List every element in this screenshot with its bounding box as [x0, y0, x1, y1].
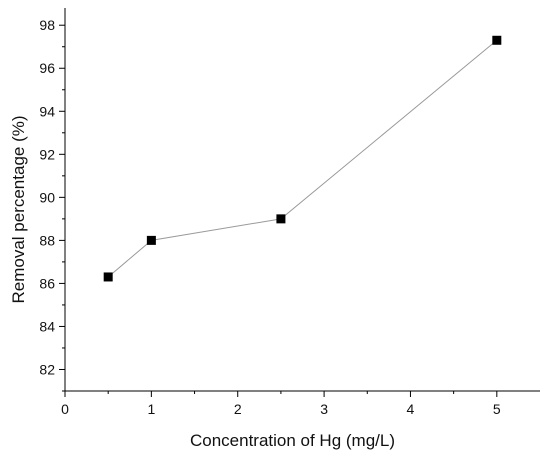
x-ticks — [64, 391, 498, 397]
x-axis-title: Concentration of Hg (mg/L) — [190, 431, 395, 450]
y-tick-label: 96 — [39, 60, 55, 76]
y-tick-label: 90 — [39, 189, 55, 205]
x-tick-label: 4 — [407, 401, 415, 417]
x-tick-label: 0 — [61, 401, 69, 417]
y-tick-label: 84 — [39, 318, 55, 334]
data-point — [103, 272, 113, 282]
y-tick-label: 82 — [39, 361, 55, 377]
y-axis-title: Removal percentage (%) — [9, 115, 28, 303]
y-tick-label: 86 — [39, 275, 55, 291]
x-tick-label: 5 — [493, 401, 501, 417]
y-ticks — [59, 24, 65, 392]
series-line — [107, 39, 498, 278]
x-tick-labels: 0 1 2 3 4 5 — [61, 401, 501, 417]
data-point — [146, 235, 156, 245]
data-point — [492, 35, 502, 45]
y-tick-label: 98 — [39, 17, 55, 33]
y-tick-label: 94 — [39, 103, 55, 119]
y-tick-labels: 82 84 86 88 90 92 94 96 98 — [39, 17, 55, 377]
data-point — [276, 214, 286, 224]
data-points — [103, 35, 502, 282]
x-tick-label: 2 — [234, 401, 242, 417]
x-tick-label: 3 — [320, 401, 328, 417]
y-tick-label: 92 — [39, 146, 55, 162]
plot-area: 0 1 2 3 4 5 82 84 86 88 90 92 94 96 98 — [39, 8, 540, 417]
y-tick-label: 88 — [39, 232, 55, 248]
x-tick-label: 1 — [147, 401, 155, 417]
